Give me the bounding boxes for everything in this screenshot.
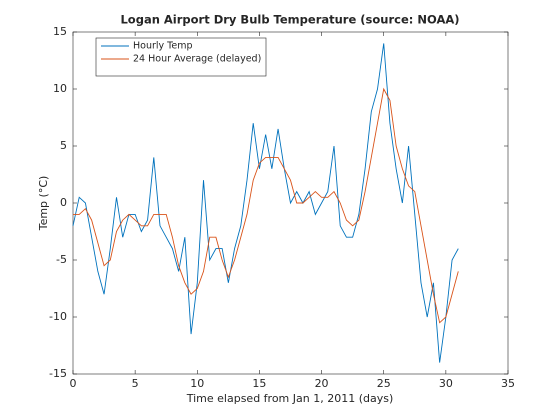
x-tick-label: 20 xyxy=(315,377,329,390)
legend-box xyxy=(95,37,267,77)
y-axis-label: Temp (°C) xyxy=(37,176,50,232)
x-axis-label: Time elapsed from Jan 1, 2011 (days) xyxy=(186,392,394,405)
legend-label: Hourly Temp xyxy=(133,41,192,52)
y-tick-label: 15 xyxy=(53,25,67,38)
x-tick-label: 15 xyxy=(252,377,266,390)
x-tick-label: 10 xyxy=(190,377,204,390)
y-tick-label: -15 xyxy=(49,367,67,380)
series-line xyxy=(72,43,459,363)
x-tick-label: 0 xyxy=(70,377,77,390)
chart-title: Logan Airport Dry Bulb Temperature (sour… xyxy=(120,13,459,27)
x-tick-label: 25 xyxy=(377,377,391,390)
y-tick-label: 0 xyxy=(60,196,67,209)
y-tick-label: -5 xyxy=(56,253,67,266)
x-tick-label: 35 xyxy=(501,377,515,390)
y-tick-label: 5 xyxy=(60,139,67,152)
x-tick-label: 5 xyxy=(132,377,139,390)
x-tick-label: 30 xyxy=(439,377,453,390)
series-line xyxy=(73,87,459,324)
legend-label: 24 Hour Average (delayed) xyxy=(133,54,261,65)
y-tick-label: 10 xyxy=(53,82,67,95)
y-tick-label: -10 xyxy=(49,310,67,323)
